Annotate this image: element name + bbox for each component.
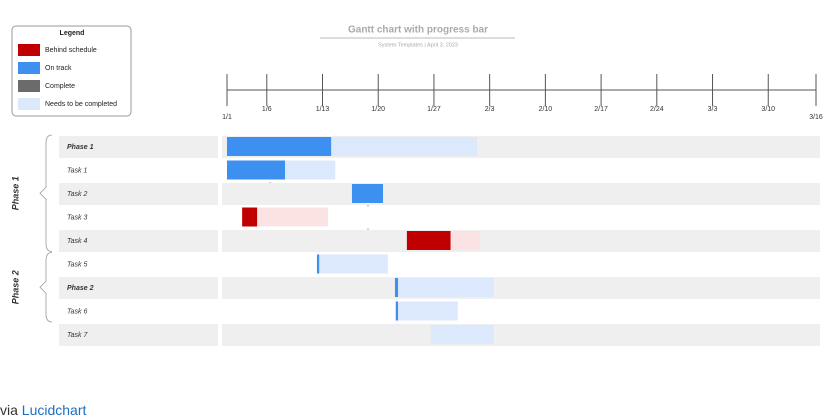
row-label: Task 2 bbox=[67, 191, 87, 198]
group-bracket bbox=[39, 134, 53, 252]
row-label-cell bbox=[59, 277, 218, 299]
row-band bbox=[222, 206, 820, 229]
x-tick-label: 2/17 bbox=[594, 106, 608, 113]
chart-subtitle: System Templates | April 3, 2023 bbox=[378, 42, 458, 48]
gantt-segment bbox=[351, 184, 384, 203]
legend-swatch bbox=[18, 62, 40, 74]
legend-label: Complete bbox=[45, 83, 75, 90]
row-label-cell bbox=[59, 206, 218, 229]
gantt-segment bbox=[242, 207, 258, 227]
gantt-segment bbox=[450, 231, 481, 250]
gantt-segment bbox=[398, 278, 494, 297]
x-tick-label: 2/10 bbox=[539, 106, 553, 113]
gantt-segment bbox=[319, 254, 388, 274]
x-tick-label: 1/13 bbox=[316, 106, 330, 113]
row-label: Task 7 bbox=[67, 332, 88, 339]
row-label: Task 6 bbox=[67, 308, 87, 315]
gantt-segment bbox=[430, 325, 494, 344]
row-label: Task 5 bbox=[67, 261, 87, 268]
row-label: Task 1 bbox=[67, 167, 87, 174]
row-band bbox=[222, 277, 820, 299]
x-tick-label: 1/6 bbox=[262, 106, 272, 113]
x-tick-label: 1/1 bbox=[222, 114, 232, 121]
x-tick-label: 3/3 bbox=[708, 106, 718, 113]
gantt-segment bbox=[395, 301, 399, 321]
row-band bbox=[222, 253, 820, 276]
row-label-cell bbox=[59, 159, 218, 182]
footer: via Lucidchart bbox=[0, 402, 86, 418]
legend-label: On track bbox=[45, 65, 72, 72]
gantt-segment bbox=[285, 160, 336, 180]
gantt-segment bbox=[257, 207, 329, 227]
row-label-cell bbox=[59, 136, 218, 158]
legend-box bbox=[11, 25, 132, 117]
gantt-segment bbox=[316, 254, 320, 274]
row-label-cell bbox=[59, 300, 218, 323]
x-tick-label: 1/20 bbox=[371, 106, 385, 113]
row-label-cell bbox=[59, 253, 218, 276]
chart-title: Gantt chart with progress bar bbox=[348, 25, 488, 36]
x-tick-label: 3/10 bbox=[761, 106, 775, 113]
legend-swatch bbox=[18, 98, 40, 110]
chart: Legend Gantt chart with progress bar Sys… bbox=[10, 25, 823, 346]
row-label: Phase 1 bbox=[67, 144, 94, 151]
x-tick-label: 1/27 bbox=[427, 106, 441, 113]
x-tick-label: 2/24 bbox=[650, 106, 664, 113]
row-band bbox=[222, 183, 820, 205]
group-bracket bbox=[39, 252, 53, 323]
footer-prefix: via bbox=[0, 402, 18, 418]
legend-label: Needs to be completed bbox=[45, 101, 117, 108]
row-band bbox=[222, 300, 820, 323]
gantt-segment bbox=[227, 137, 332, 156]
row-band bbox=[222, 324, 820, 346]
group-label: Phase 2 bbox=[10, 270, 20, 304]
row-band bbox=[222, 159, 820, 182]
gantt-segment bbox=[227, 160, 286, 180]
rows: Phase 1 Task 1 Task 2 Task 3 Task 4 Task 5 Pha… bbox=[59, 136, 820, 346]
row-label-cell bbox=[59, 183, 218, 205]
gantt-segment bbox=[394, 278, 399, 297]
footer-link[interactable]: Lucidchart bbox=[21, 402, 87, 418]
group-label: Phase 1 bbox=[10, 176, 20, 210]
row-label: Task 4 bbox=[67, 238, 87, 245]
legend-swatch bbox=[18, 80, 40, 92]
x-tick-label: 3/16 bbox=[809, 114, 823, 121]
gantt-segment bbox=[331, 137, 477, 156]
gantt-segment bbox=[398, 301, 458, 321]
legend-swatch bbox=[18, 44, 40, 56]
row-band bbox=[222, 230, 820, 252]
legend-title: Legend bbox=[60, 30, 85, 37]
gantt-segment bbox=[406, 231, 451, 250]
row-label: Task 3 bbox=[67, 214, 87, 221]
row-label: Phase 2 bbox=[67, 285, 94, 292]
x-tick-label: 2/3 bbox=[485, 106, 495, 113]
legend-label: Behind schedule bbox=[45, 47, 97, 54]
row-label-cell bbox=[59, 230, 218, 252]
row-label-cell bbox=[59, 324, 218, 346]
